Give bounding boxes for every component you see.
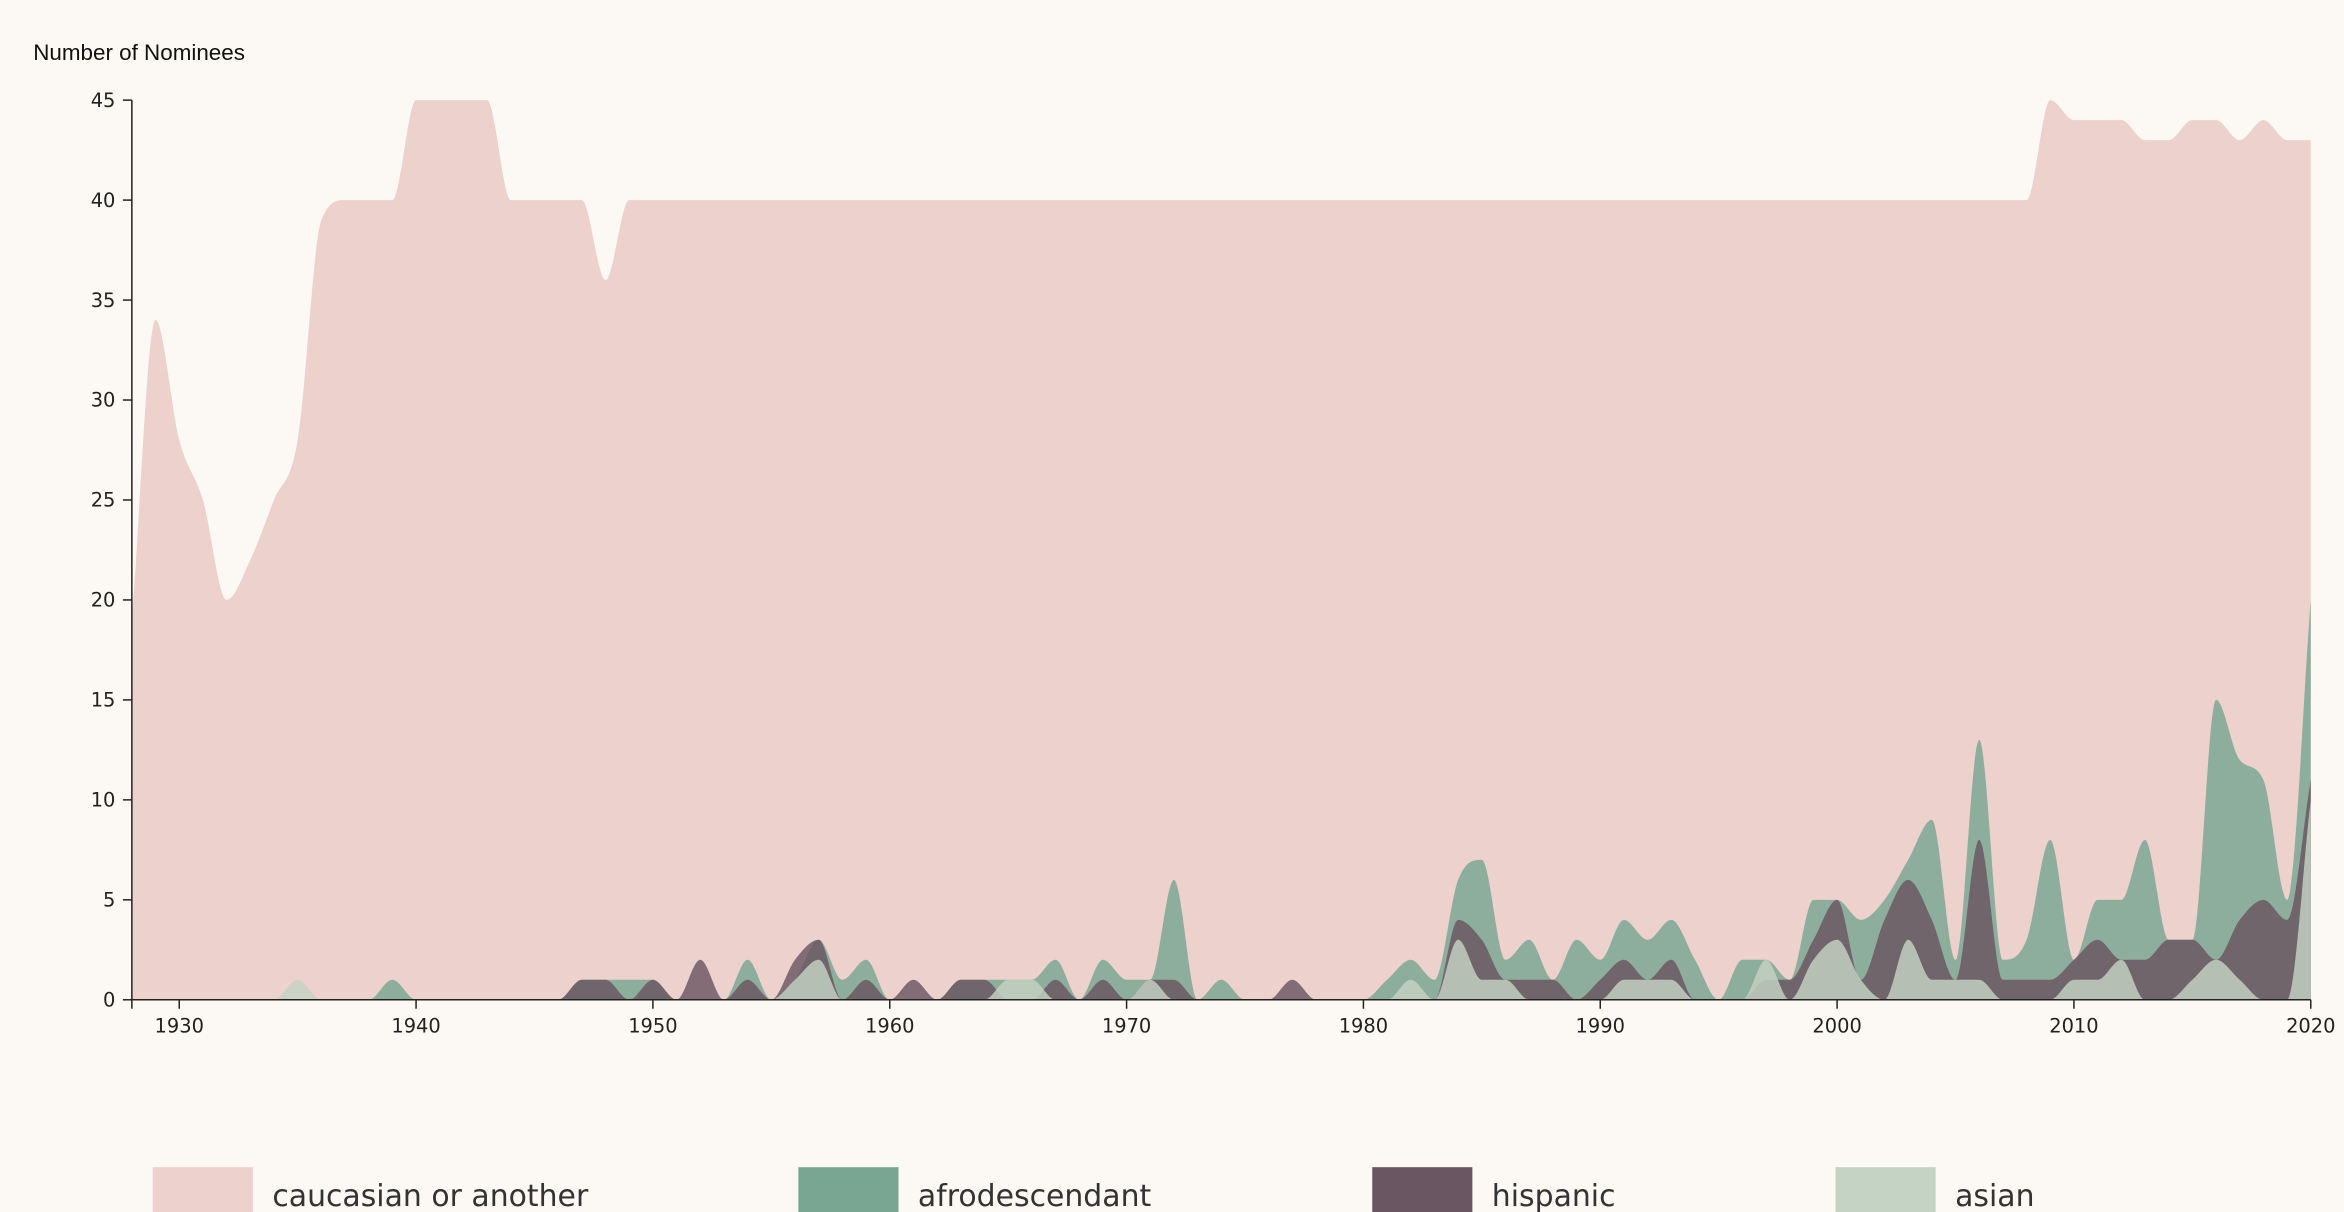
- x-tick-label: 2020: [2286, 1015, 2335, 1038]
- legend-swatch: [152, 1167, 253, 1212]
- x-tick-label: 1980: [1339, 1015, 1388, 1038]
- y-tick-label: 45: [91, 89, 116, 112]
- y-tick-label: 40: [91, 189, 116, 212]
- y-tick-label: 30: [91, 389, 116, 412]
- y-axis-label: Number of Nominees: [33, 40, 245, 65]
- area: [131, 779, 2311, 1000]
- y-tick-label: 5: [103, 889, 115, 912]
- legend-label: asian: [1955, 1179, 2034, 1212]
- legend-swatch: [1372, 1167, 1473, 1212]
- x-tick-label: 1960: [865, 1015, 914, 1038]
- area: [131, 799, 2311, 1000]
- y-tick-label: 0: [103, 989, 115, 1012]
- y-tick-label: 20: [91, 589, 116, 612]
- legend-swatch: [798, 1167, 899, 1212]
- y-tick-label: 10: [91, 789, 116, 812]
- legend-swatch: [1835, 1167, 1936, 1212]
- y-tick-label: 15: [91, 689, 116, 712]
- legend-label: caucasian or another: [272, 1179, 589, 1212]
- y-tick-label: 35: [91, 289, 116, 312]
- y-tick-label: 25: [91, 489, 116, 512]
- x-tick-label: 2010: [2049, 1015, 2098, 1038]
- x-tick-label: 1990: [1576, 1015, 1625, 1038]
- area: [131, 100, 2311, 1000]
- x-tick-label: 2000: [1812, 1015, 1861, 1038]
- legend-label: hispanic: [1492, 1179, 1616, 1212]
- x-tick-label: 1950: [628, 1015, 677, 1038]
- x-tick-label: 1970: [1102, 1015, 1151, 1038]
- x-tick-label: 1930: [155, 1015, 204, 1038]
- legend-label: afrodescendant: [918, 1179, 1151, 1212]
- x-tick-label: 1940: [391, 1015, 440, 1038]
